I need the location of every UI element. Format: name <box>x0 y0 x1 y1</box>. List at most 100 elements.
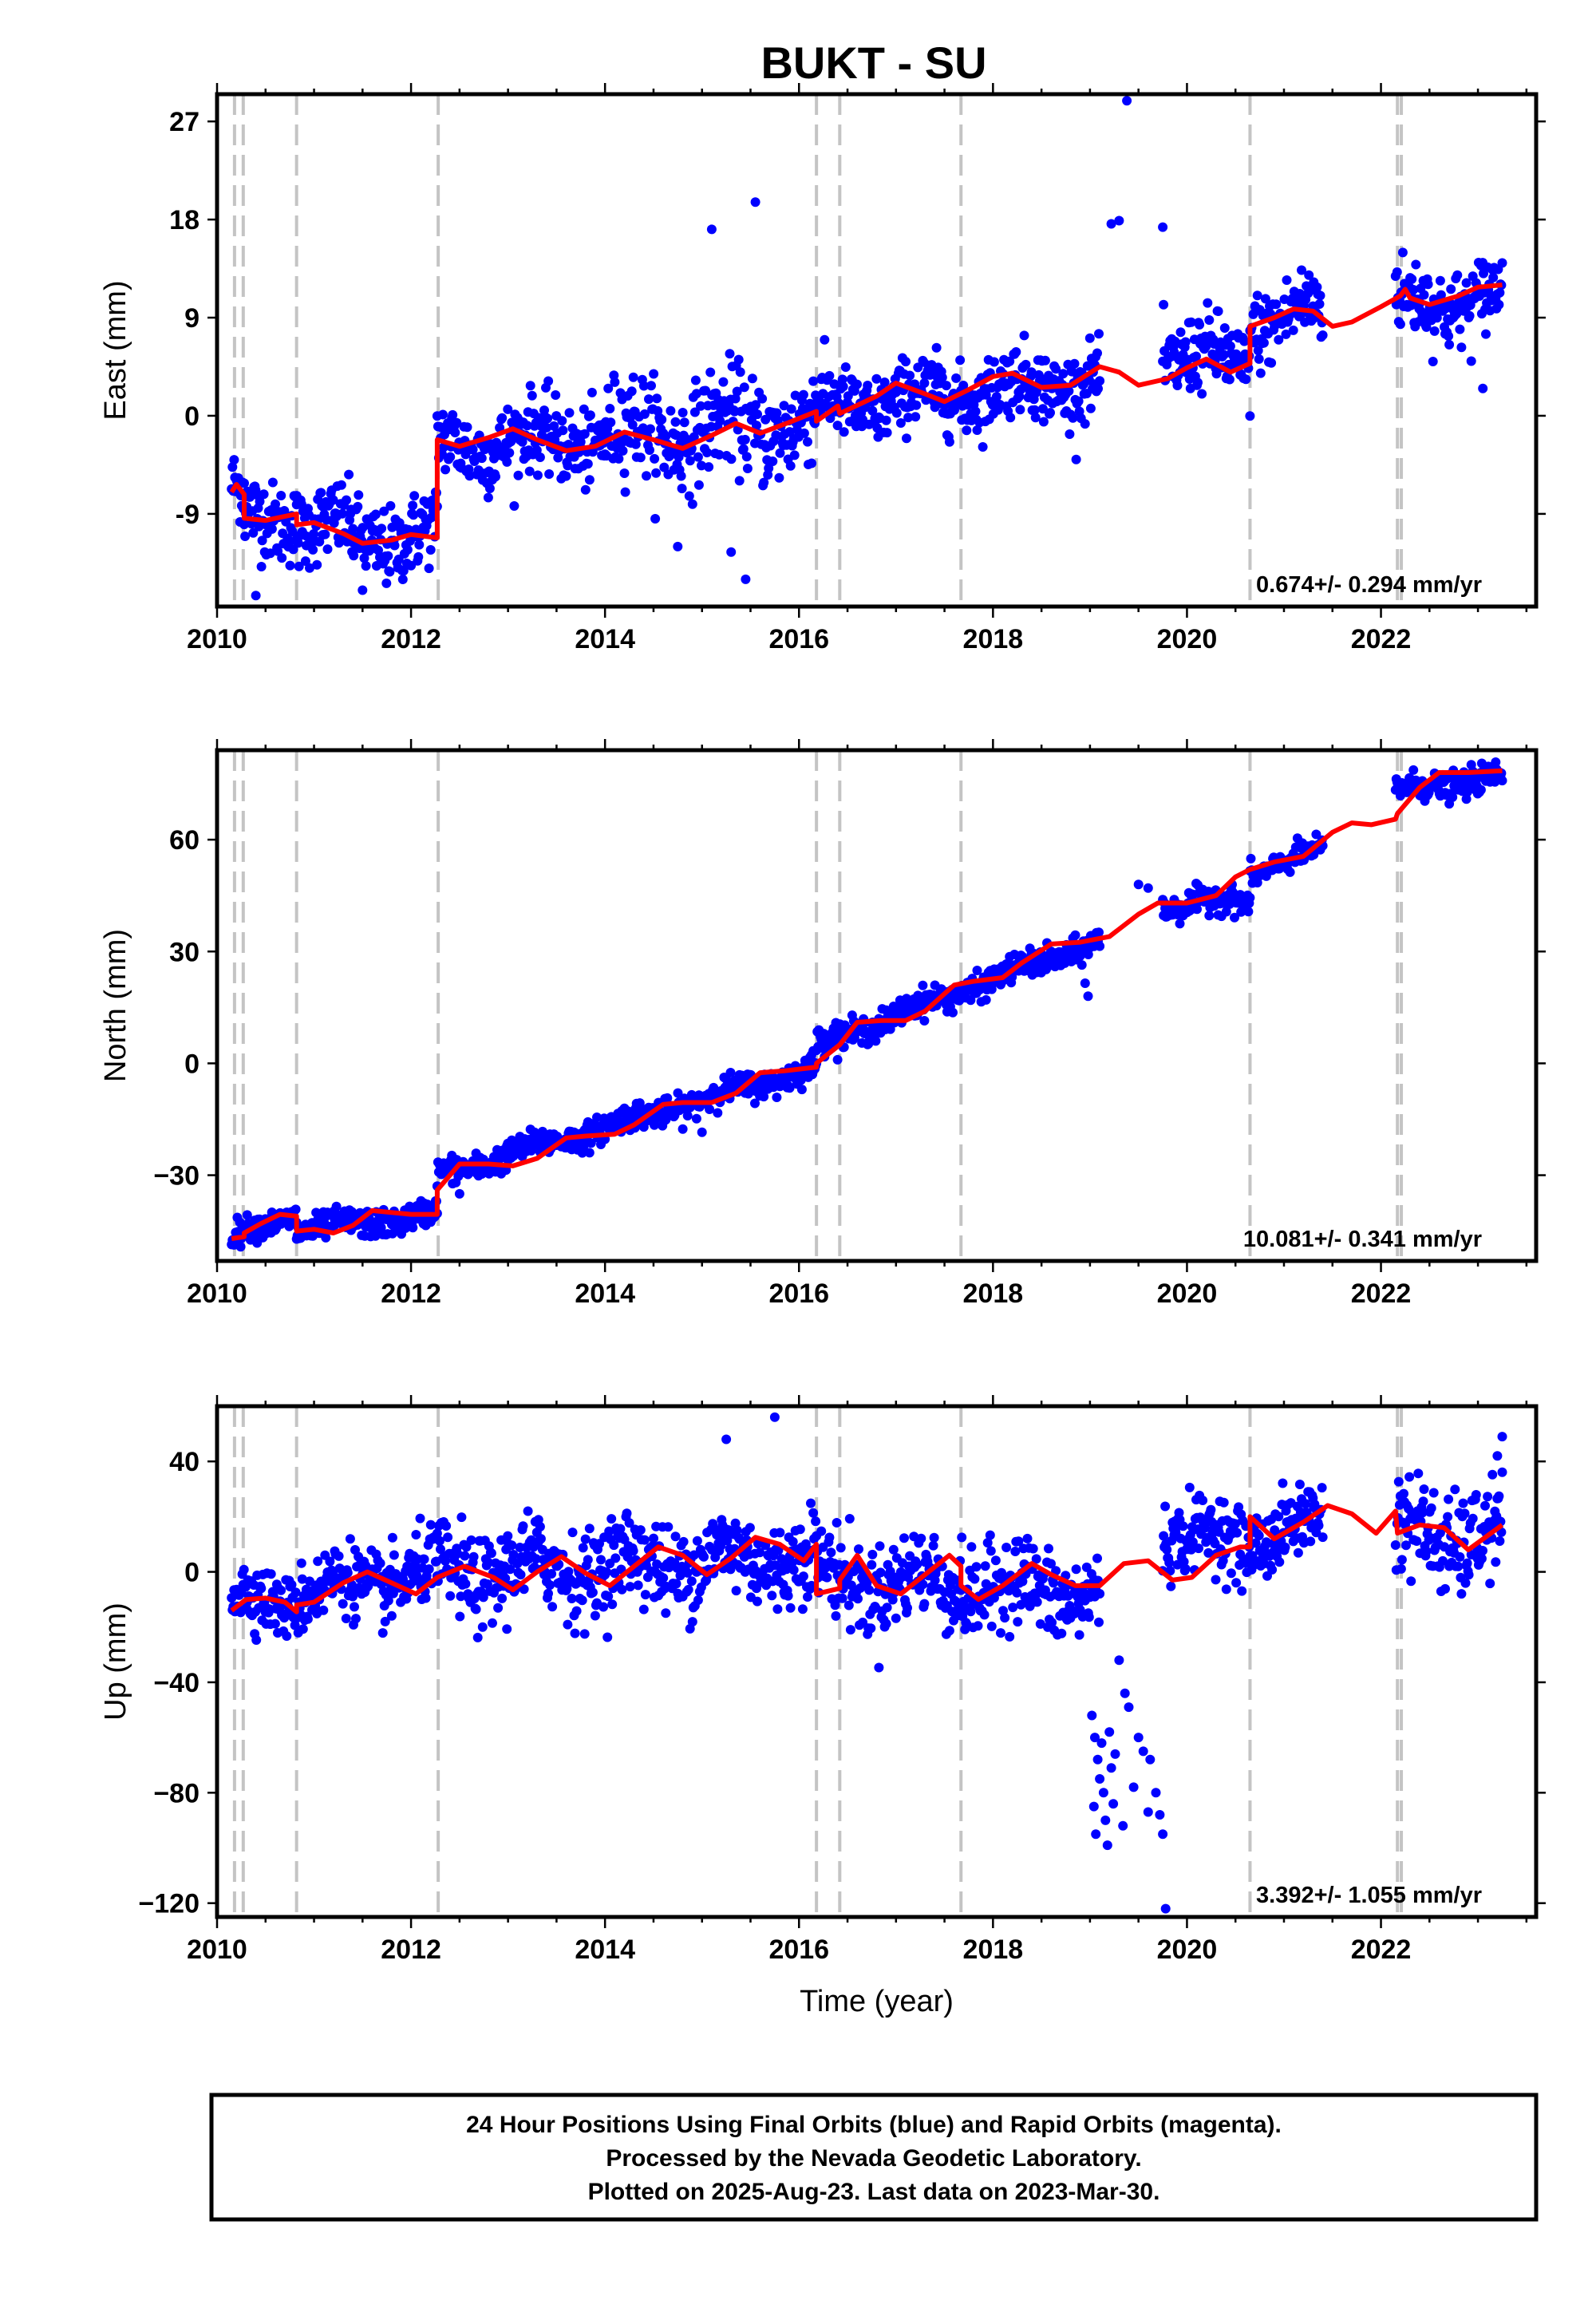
data-point-outlier <box>721 1434 732 1445</box>
data-point <box>697 460 706 471</box>
data-point <box>513 470 523 480</box>
data-point <box>468 445 478 455</box>
data-point <box>610 1553 621 1563</box>
data-point <box>531 1554 541 1564</box>
data-point <box>1488 272 1499 283</box>
x-tick-label: 2020 <box>1157 1279 1218 1309</box>
data-point <box>1037 404 1048 414</box>
data-point <box>986 1621 997 1631</box>
data-point <box>1011 347 1021 357</box>
data-point <box>1219 323 1230 333</box>
data-point <box>843 1600 854 1611</box>
data-point <box>1487 1469 1498 1480</box>
data-point <box>322 544 333 555</box>
data-point <box>1174 1508 1184 1518</box>
data-point <box>523 1506 533 1516</box>
data-point <box>1448 792 1458 802</box>
data-point <box>881 1618 891 1629</box>
data-point <box>1073 396 1084 406</box>
data-point <box>571 1606 582 1616</box>
data-point <box>973 1621 983 1631</box>
data-point <box>297 1574 307 1584</box>
data-point <box>239 520 249 530</box>
data-point <box>1159 299 1169 310</box>
data-point <box>484 484 495 493</box>
data-point <box>891 1613 901 1623</box>
data-point <box>276 491 286 500</box>
data-point <box>1008 1603 1018 1613</box>
data-point <box>687 1617 697 1627</box>
data-point-outlier <box>1124 1702 1134 1713</box>
data-point <box>979 1610 990 1620</box>
x-tick-label: 2014 <box>575 1279 635 1309</box>
data-point <box>502 1624 512 1634</box>
data-point <box>440 1555 451 1566</box>
data-point <box>787 1558 797 1567</box>
data-point <box>867 405 878 416</box>
data-point <box>937 373 947 382</box>
data-point <box>797 1604 808 1614</box>
velocity-rate-label: 3.392+/- 1.055 mm/yr <box>1256 1883 1482 1908</box>
data-point <box>807 1580 816 1591</box>
data-point <box>673 1088 683 1098</box>
data-point-outlier <box>1158 1829 1168 1840</box>
data-point <box>1193 377 1203 388</box>
data-point <box>290 1204 301 1215</box>
data-point <box>785 460 796 471</box>
data-point <box>798 389 808 400</box>
data-point <box>543 1588 553 1599</box>
data-point <box>718 377 729 387</box>
data-point <box>341 1614 351 1623</box>
data-point <box>385 567 395 577</box>
data-point-outlier <box>1492 1451 1503 1461</box>
plot-frame <box>215 92 1539 609</box>
data-point <box>567 1594 577 1603</box>
data-point <box>587 1587 598 1598</box>
data-point <box>690 375 701 385</box>
data-point <box>685 456 695 466</box>
data-point <box>478 1592 488 1603</box>
y-axis-label: Up (mm) <box>99 1603 132 1721</box>
data-point <box>1312 282 1322 292</box>
data-point <box>1070 930 1080 940</box>
data-point <box>1012 1587 1022 1598</box>
data-point <box>1282 275 1292 285</box>
data-point <box>670 1531 681 1542</box>
data-point <box>256 562 267 571</box>
data-point <box>991 392 1001 401</box>
data-point <box>716 1540 726 1551</box>
data-point <box>1480 1500 1490 1511</box>
data-point <box>734 476 745 486</box>
data-point <box>1461 278 1472 288</box>
data-point <box>380 1616 390 1626</box>
data-point <box>592 1113 602 1122</box>
data-point <box>602 1567 612 1577</box>
data-point <box>1195 319 1205 330</box>
data-point-outlier <box>1083 991 1093 1002</box>
data-point <box>863 381 873 390</box>
data-point <box>1237 1586 1247 1596</box>
data-point <box>271 499 280 509</box>
data-point <box>1221 1584 1231 1595</box>
data-point <box>875 1541 885 1551</box>
data-point <box>1019 330 1029 341</box>
data-point <box>477 1622 488 1632</box>
data-point <box>929 1532 939 1543</box>
data-point <box>1038 417 1049 427</box>
data-point <box>439 442 448 453</box>
data-point <box>1162 1544 1172 1555</box>
data-point <box>547 1569 557 1579</box>
data-point <box>881 415 891 425</box>
data-point <box>652 393 662 404</box>
data-point <box>867 1559 877 1570</box>
data-point <box>543 376 554 386</box>
data-point <box>1468 1513 1478 1524</box>
x-tick-label: 2018 <box>963 1935 1024 1965</box>
data-point <box>781 1564 792 1575</box>
data-point <box>699 1551 709 1562</box>
data-point <box>751 400 760 410</box>
data-point <box>989 357 999 367</box>
data-point <box>227 462 238 472</box>
model-fit-line <box>231 768 1503 1241</box>
